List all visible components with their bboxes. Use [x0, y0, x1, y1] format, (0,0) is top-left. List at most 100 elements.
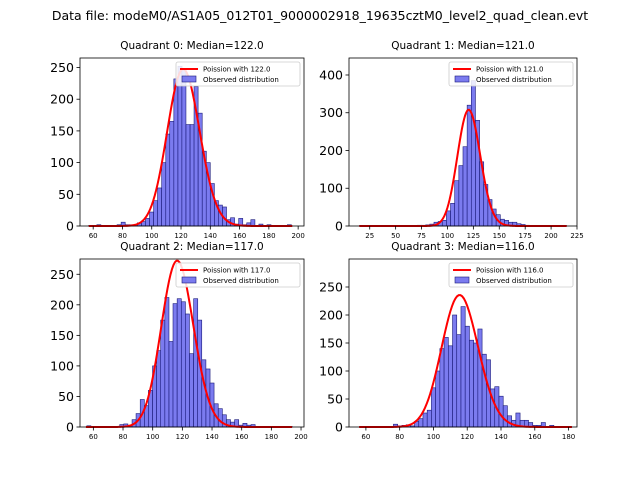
axes-frame [79, 57, 305, 227]
y-tick-label: 0 [66, 219, 74, 234]
histogram-bar [176, 298, 182, 428]
x-tick-label: 60 [361, 433, 370, 441]
histogram-bars [86, 297, 293, 428]
histogram-bar [172, 303, 178, 428]
x-tick-label: 140 [204, 232, 217, 240]
y-tick-label: 150 [50, 123, 74, 138]
histogram-bar [439, 348, 445, 428]
y-tick-label: 300 [319, 105, 343, 120]
y-tick-label: 100 [50, 358, 74, 373]
legend-bar-swatch [454, 75, 470, 83]
histogram-bar [153, 200, 158, 227]
histogram-bar [448, 345, 453, 428]
legend-label-observed: Observed distribution [203, 277, 279, 285]
x-tick-label: 120 [461, 433, 474, 441]
legend-label-poisson: Poission with 121.0 [476, 66, 544, 74]
histogram-bar [177, 65, 183, 227]
legend: Poission with 122.0 Observed distribution [175, 61, 301, 87]
x-tick-label: 140 [205, 433, 218, 441]
x-tick-label: 80 [119, 433, 128, 441]
axes-frame [348, 57, 578, 227]
histogram-bar [157, 187, 162, 227]
histogram-bar [181, 301, 186, 428]
legend: Poission with 117.0 Observed distribution [175, 262, 301, 288]
x-tick-label: 25 [365, 232, 374, 240]
x-tick-label: 100 [441, 232, 454, 240]
x-tick-label: 100 [146, 433, 159, 441]
histogram-bar [156, 350, 162, 428]
histogram-bar [454, 180, 460, 227]
histogram-bar [169, 121, 175, 227]
x-tick-label: 80 [395, 433, 404, 441]
x-tick-label: 200 [294, 433, 307, 441]
histogram-bar [185, 124, 191, 227]
legend-label-poisson: Poission with 117.0 [203, 267, 271, 275]
y-tick-label: 400 [319, 67, 343, 82]
histogram-bar [149, 211, 154, 227]
chart-panel-0: Quadrant 0: Median=122.0 60 80 100 120 140 160… [50, 40, 305, 240]
y-tick-label: 50 [58, 389, 74, 404]
histogram-bar [426, 409, 432, 428]
histogram-bar [470, 80, 476, 227]
x-tick-label: 160 [528, 433, 541, 441]
legend-box [448, 262, 574, 288]
legend-label-observed: Observed distribution [203, 76, 279, 84]
legend-label-poisson: Poission with 122.0 [203, 66, 271, 74]
y-tick-label: 0 [335, 420, 343, 435]
legend-bar-swatch [181, 75, 197, 83]
y-tick-label: 200 [319, 308, 343, 323]
legend-box [175, 262, 301, 288]
histogram-bar [161, 162, 167, 227]
chart-panel-3: Quadrant 3: Median=116.0 60 80 100 120 140 160… [319, 241, 578, 441]
legend-label-observed: Observed distribution [476, 76, 552, 84]
chart-panel-2: Quadrant 2: Median=117.0 60 80 100 120 140 160… [50, 241, 308, 441]
x-tick-label: 200 [291, 232, 304, 240]
x-tick-label: 120 [176, 433, 189, 441]
histogram-bar [460, 306, 466, 428]
histogram-bar [450, 203, 456, 227]
histogram-bar [145, 218, 150, 227]
y-tick-label: 200 [319, 143, 343, 158]
legend: Poission with 116.0 Observed distribution [448, 262, 574, 288]
y-tick-label: 100 [319, 181, 343, 196]
histogram-bar [217, 408, 223, 428]
histogram-bar [422, 412, 428, 428]
x-tick-label: 175 [518, 232, 531, 240]
histogram-bar [181, 68, 187, 227]
histogram-bar [462, 146, 468, 227]
x-tick-label: 60 [89, 433, 98, 441]
legend-box [175, 61, 301, 87]
histogram-bar [456, 334, 462, 428]
legend-label-observed: Observed distribution [476, 277, 552, 285]
histogram-bar [431, 387, 436, 428]
x-tick-label: 225 [570, 232, 583, 240]
y-tick-label: 200 [50, 297, 74, 312]
x-tick-label: 80 [118, 232, 127, 240]
histogram-bar [469, 339, 474, 428]
legend: Poission with 121.0 Observed distribution [448, 61, 574, 87]
y-tick-label: 250 [50, 267, 74, 282]
chart-title: Quadrant 2: Median=117.0 [120, 241, 263, 253]
legend-bar-swatch [454, 276, 470, 284]
y-tick-label: 0 [66, 420, 74, 435]
histogram-bar [443, 337, 449, 428]
histogram-bar [502, 405, 508, 428]
x-tick-label: 125 [467, 232, 480, 240]
x-tick-label: 150 [493, 232, 506, 240]
y-tick-label: 100 [50, 155, 74, 170]
y-tick-label: 150 [50, 328, 74, 343]
x-tick-label: 60 [89, 232, 98, 240]
chart-title: Quadrant 3: Median=116.0 [391, 241, 534, 253]
histogram-bar [168, 341, 174, 428]
histogram-bar [458, 165, 464, 227]
histogram-bar [435, 370, 441, 428]
histogram-bar [193, 298, 199, 428]
y-tick-label: 250 [50, 60, 74, 75]
histogram-bar [160, 319, 166, 428]
legend-bar-swatch [181, 276, 197, 284]
histogram-bar [189, 124, 195, 227]
x-tick-label: 180 [265, 433, 278, 441]
histogram-bar [466, 104, 472, 227]
x-tick-label: 180 [562, 433, 575, 441]
